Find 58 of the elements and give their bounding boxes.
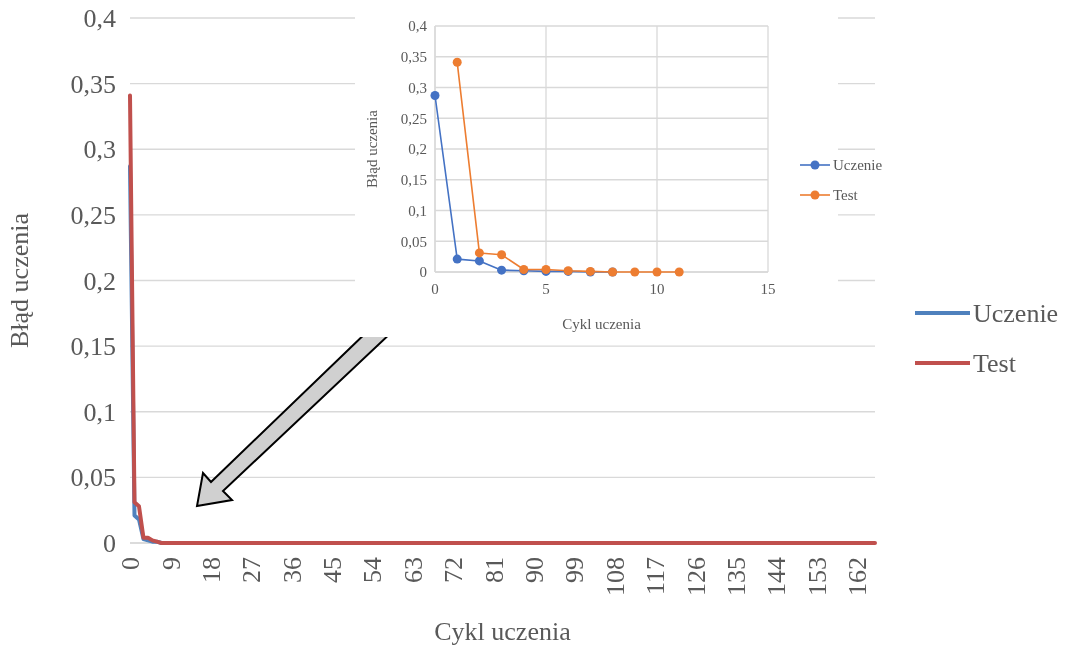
point (430, 91, 440, 100)
point (652, 267, 662, 277)
x-tick-label: 18 (196, 557, 226, 583)
x-tick-label: 90 (520, 557, 550, 583)
y-tick-label: 0,35 (400, 49, 427, 65)
y-tick-label: 0,1 (83, 397, 116, 427)
legend-label: Test (973, 349, 1017, 379)
point (474, 256, 484, 266)
x-tick-label: 126 (681, 557, 711, 596)
legend-label: Test (833, 187, 859, 204)
legend-label: Uczenie (973, 299, 1059, 329)
x-tick-label: 72 (439, 557, 469, 583)
y-tick-label: 0,25 (70, 200, 116, 230)
x-tick-label: 5 (542, 280, 550, 297)
x-tick-label: 0 (116, 557, 146, 570)
y-axis-title: Błąd uczenia (364, 109, 380, 188)
x-tick-label: 27 (237, 557, 267, 583)
point (474, 248, 484, 258)
y-tick-label: 0,25 (400, 110, 427, 127)
x-tick-label: 99 (560, 557, 590, 583)
x-tick-label: 117 (641, 557, 671, 596)
y-tick-label: 0,3 (408, 79, 427, 96)
y-tick-label: 0,35 (70, 69, 116, 99)
point (674, 267, 684, 277)
x-tick-label: 144 (762, 557, 792, 596)
x-tick-label: 153 (802, 557, 832, 596)
x-axis-title: Cykl uczenia (434, 617, 572, 646)
x-tick-label: 9 (156, 557, 186, 570)
y-tick-label: 0,1 (408, 202, 427, 219)
y-tick-label: 0,4 (408, 18, 428, 35)
point (630, 267, 640, 277)
y-tick-label: 0,3 (83, 135, 116, 165)
y-tick-label: 0,15 (400, 172, 427, 188)
x-tick-label: 162 (843, 557, 873, 596)
y-tick-label: 0,4 (83, 4, 116, 34)
point (452, 254, 462, 264)
y-tick-label: 0,05 (400, 233, 427, 250)
point (452, 57, 462, 67)
legend-label: Uczenie (833, 157, 883, 174)
y-tick-label: 0,2 (408, 141, 427, 158)
y-tick-label: 0 (419, 264, 427, 281)
y-tick-label: 0,15 (70, 332, 116, 362)
point (497, 250, 507, 260)
x-tick-label: 36 (277, 557, 307, 583)
y-axis-title: Błąd uczenia (5, 212, 34, 348)
x-tick-label: 45 (318, 557, 348, 583)
x-tick-label: 108 (600, 557, 630, 596)
point (497, 265, 507, 275)
x-tick-label: 10 (649, 280, 665, 297)
y-tick-label: 0,05 (70, 463, 116, 493)
x-tick-label: 0 (431, 280, 439, 297)
x-tick-label: 15 (760, 280, 776, 297)
x-tick-label: 54 (358, 557, 388, 583)
y-tick-label: 0,2 (83, 266, 116, 296)
x-tick-label: 63 (398, 557, 428, 583)
x-tick-label: 81 (479, 557, 509, 583)
x-axis-title: Cykl uczenia (562, 316, 642, 332)
x-tick-label: 135 (721, 557, 751, 596)
